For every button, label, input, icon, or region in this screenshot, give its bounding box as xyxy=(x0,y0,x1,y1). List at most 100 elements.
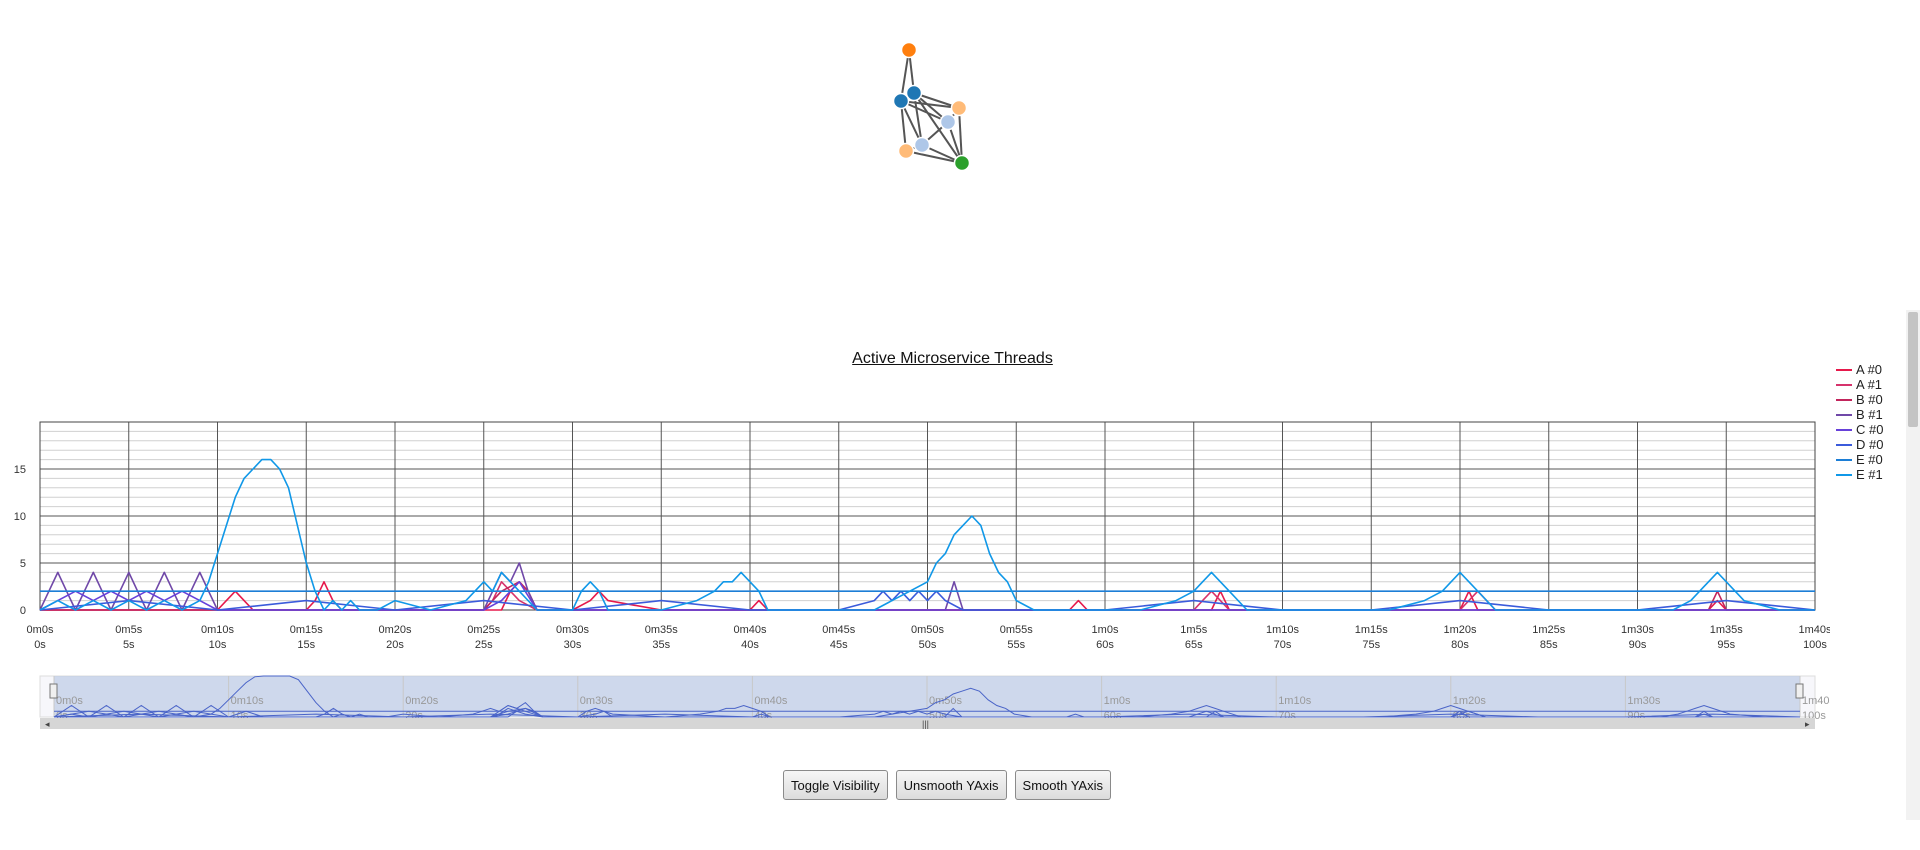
x-tick-label-bottom: 10s xyxy=(209,639,227,650)
x-tick-label-bottom: 50s xyxy=(919,639,937,650)
x-tick-label-top: 1m10s xyxy=(1266,624,1300,636)
series-line xyxy=(39,590,1816,611)
legend-label: C #0 xyxy=(1856,422,1884,437)
graph-link xyxy=(913,92,963,164)
navigator-chart[interactable]: 0m0s0s0m10s10s0m20s20s0m30s30s0m40s40s0m… xyxy=(0,670,1830,730)
graph-node[interactable] xyxy=(892,92,910,110)
x-tick-label-bottom: 65s xyxy=(1185,639,1203,650)
navigator-tick-label-top: 1m10s xyxy=(1278,695,1312,707)
graph-node[interactable] xyxy=(939,113,957,131)
legend-swatch xyxy=(1836,368,1852,371)
smooth-yaxis-button[interactable]: Smooth YAxis xyxy=(1014,770,1111,800)
legend-item[interactable]: C #0 xyxy=(1836,422,1883,437)
legend-swatch xyxy=(1836,428,1852,431)
toggle-visibility-button[interactable]: Toggle Visibility xyxy=(783,770,888,800)
navigator-tick-label-top: 1m40s xyxy=(1802,695,1830,707)
x-tick-label-bottom: 5s xyxy=(123,639,135,650)
x-tick-label-bottom: 80s xyxy=(1451,639,1469,650)
navigator-tick-label-top: 1m30s xyxy=(1627,695,1661,707)
legend-swatch xyxy=(1836,458,1852,461)
navigator-right-handle[interactable] xyxy=(1795,683,1804,699)
legend-label: E #1 xyxy=(1856,467,1883,482)
legend-item[interactable]: B #1 xyxy=(1836,407,1883,422)
navigator-series-line xyxy=(53,675,1800,718)
graph-node[interactable] xyxy=(905,84,923,102)
x-tick-label-bottom: 75s xyxy=(1362,639,1380,650)
navigator-scroll-right-arrow[interactable]: ▸ xyxy=(1805,719,1810,729)
graph-link xyxy=(905,150,963,164)
navigator-scrollbar[interactable] xyxy=(40,718,1815,729)
graph-link xyxy=(900,100,960,109)
legend-swatch xyxy=(1836,413,1852,416)
page-scrollbar-track[interactable] xyxy=(1906,310,1920,820)
legend-label: B #0 xyxy=(1856,392,1883,407)
graph-link xyxy=(900,49,910,102)
x-tick-label-top: 0m10s xyxy=(201,624,235,636)
navigator-tick-label-top: 0m20s xyxy=(405,695,439,707)
y-tick-label: 0 xyxy=(20,605,26,617)
legend-label: B #1 xyxy=(1856,407,1883,422)
graph-link xyxy=(900,100,907,152)
y-tick-label: 5 xyxy=(20,558,26,570)
legend-label: D #0 xyxy=(1856,437,1884,452)
navigator-scroll-left-arrow[interactable]: ◂ xyxy=(45,719,50,729)
x-tick-label-bottom: 30s xyxy=(564,639,582,650)
navigator-tick-label-top: 0m40s xyxy=(754,695,788,707)
network-graph xyxy=(892,41,971,172)
x-tick-label-top: 0m40s xyxy=(733,624,767,636)
legend-item[interactable]: A #1 xyxy=(1836,377,1883,392)
x-tick-label-bottom: 60s xyxy=(1096,639,1114,650)
legend-item[interactable]: E #0 xyxy=(1836,452,1883,467)
x-tick-label-top: 0m35s xyxy=(645,624,679,636)
x-tick-label-bottom: 90s xyxy=(1629,639,1647,650)
x-tick-label-bottom: 0s xyxy=(34,639,46,650)
y-tick-label: 15 xyxy=(14,464,26,476)
legend-label: A #1 xyxy=(1856,377,1883,392)
graph-node[interactable] xyxy=(913,136,931,154)
navigator-tick-label-top: 1m20s xyxy=(1453,695,1487,707)
legend-label: A #0 xyxy=(1856,362,1883,377)
legend-item[interactable]: E #1 xyxy=(1836,467,1883,482)
graph-node[interactable] xyxy=(900,41,918,59)
graph-node[interactable] xyxy=(897,142,915,160)
x-tick-label-bottom: 85s xyxy=(1540,639,1558,650)
legend-label: E #0 xyxy=(1856,452,1883,467)
series-line xyxy=(39,458,1815,611)
x-tick-label-bottom: 25s xyxy=(475,639,493,650)
x-tick-label-top: 0m0s xyxy=(27,624,54,636)
legend-swatch xyxy=(1836,398,1852,401)
navigator-scroll-grip[interactable]: ||| xyxy=(922,719,929,729)
x-tick-label-top: 1m25s xyxy=(1532,624,1566,636)
legend-item[interactable]: A #0 xyxy=(1836,362,1883,377)
legend-item[interactable]: B #0 xyxy=(1836,392,1883,407)
legend-item[interactable]: D #0 xyxy=(1836,437,1883,452)
legend-swatch xyxy=(1836,443,1852,446)
x-tick-label-bottom: 45s xyxy=(830,639,848,650)
button-bar: Toggle Visibility Unsmooth YAxis Smooth … xyxy=(783,770,1111,800)
x-tick-label-top: 0m30s xyxy=(556,624,590,636)
x-tick-label-top: 0m55s xyxy=(1000,624,1034,636)
x-tick-label-top: 1m30s xyxy=(1621,624,1655,636)
graph-link xyxy=(913,92,923,146)
x-tick-label-top: 0m5s xyxy=(115,624,142,636)
navigator-left-handle[interactable] xyxy=(49,683,58,699)
y-tick-label: 10 xyxy=(14,511,26,523)
chart-title: Active Microservice Threads xyxy=(852,350,1053,367)
x-tick-label-top: 1m5s xyxy=(1180,624,1207,636)
navigator-tick-label-top: 0m10s xyxy=(231,695,265,707)
x-tick-label-bottom: 100s xyxy=(1803,639,1827,650)
x-tick-label-bottom: 20s xyxy=(386,639,404,650)
page-scrollbar-thumb[interactable] xyxy=(1908,312,1918,427)
unsmooth-yaxis-button[interactable]: Unsmooth YAxis xyxy=(895,770,1007,800)
x-tick-label-top: 0m50s xyxy=(911,624,945,636)
legend-swatch xyxy=(1836,383,1852,386)
graph-link xyxy=(900,100,949,123)
x-tick-label-bottom: 55s xyxy=(1007,639,1025,650)
main-chart: 0 5 10 15 0m0s 0s 0m5s 5s 0m10s 10s 0m15s 15s 0m20s 2… xyxy=(14,421,1830,650)
legend-swatch xyxy=(1836,473,1852,476)
graph-node[interactable] xyxy=(950,99,968,117)
graph-node[interactable] xyxy=(953,154,971,172)
x-tick-label-bottom: 40s xyxy=(741,639,759,650)
x-tick-label-top: 1m0s xyxy=(1092,624,1119,636)
x-tick-label-top: 1m15s xyxy=(1355,624,1389,636)
